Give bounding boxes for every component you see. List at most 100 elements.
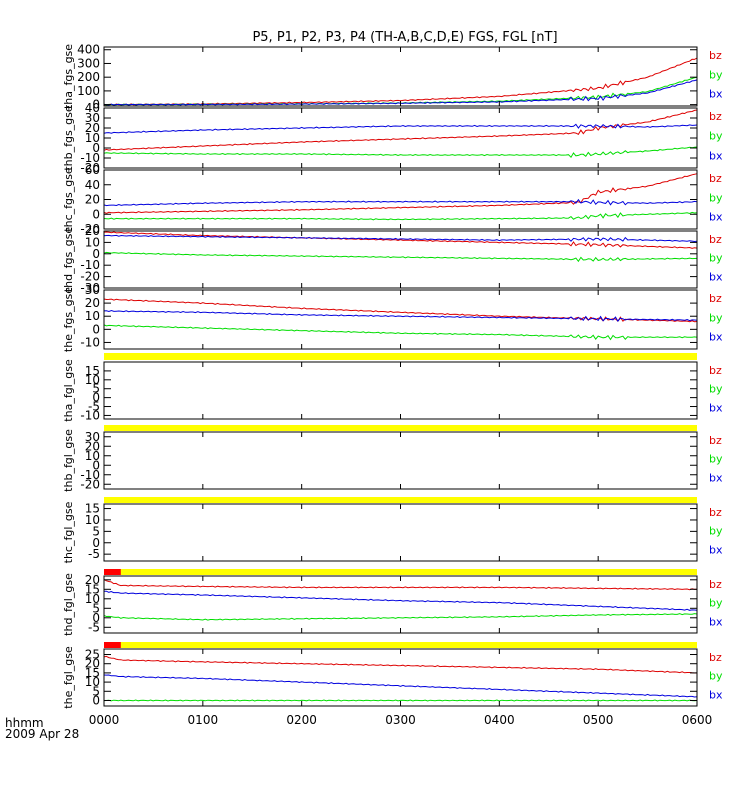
y-axis-label: the_fgl_gse xyxy=(62,646,75,709)
panel-frame xyxy=(103,431,698,490)
series-line-bz xyxy=(103,109,698,151)
y-tick-label: 15 xyxy=(85,502,100,516)
y-tick-label: 300 xyxy=(77,56,100,70)
y-tick-label: 0 xyxy=(92,458,100,472)
legend-bx: bx xyxy=(709,88,723,101)
y-tick-label: 20 xyxy=(85,121,100,135)
series-line-by xyxy=(103,251,698,263)
y-axis-label: thc_fgl_gse xyxy=(62,501,75,563)
series-line-by xyxy=(103,699,698,702)
y-tick-label: -10 xyxy=(80,151,100,165)
y-tick-label: 20 xyxy=(85,296,100,310)
data-quality-flag-bar xyxy=(104,425,697,431)
y-tick-label: 20 xyxy=(85,657,100,671)
legend-bz: bz xyxy=(709,578,722,591)
y-axis-label: thb_fgl_gse xyxy=(62,429,75,492)
y-axis-label: thc_fgs_gse xyxy=(62,167,75,232)
legend-by: by xyxy=(709,597,723,610)
legend-bx: bx xyxy=(709,471,723,484)
series-line-bx xyxy=(103,234,698,243)
data-quality-flag-bar xyxy=(104,497,697,503)
legend-by: by xyxy=(709,453,723,466)
y-tick-label: 40 xyxy=(85,178,100,192)
y-tick-label: 30 xyxy=(85,283,100,297)
series-line-bx xyxy=(103,198,698,207)
chart-title: P5, P1, P2, P3, P4 (TH-A,B,C,D,E) FGS, F… xyxy=(252,30,557,45)
y-tick-label: 30 xyxy=(85,111,100,125)
y-tick-label: 10 xyxy=(85,235,100,249)
legend-by: by xyxy=(709,383,723,396)
y-tick-label: 0 xyxy=(92,141,100,155)
panel-frame xyxy=(103,648,698,707)
legend-bx: bx xyxy=(709,615,723,628)
y-tick-label: 15 xyxy=(85,582,100,596)
legend-bx: bx xyxy=(709,211,723,224)
y-tick-label: 10 xyxy=(85,675,100,689)
legend-by: by xyxy=(709,130,723,143)
y-tick-label: 0 xyxy=(92,322,100,336)
y-tick-label: 0 xyxy=(92,391,100,405)
legend-bz: bz xyxy=(709,49,722,62)
series-line-bz xyxy=(103,173,698,214)
y-tick-label: -10 xyxy=(80,335,100,349)
legend-bz: bz xyxy=(709,110,722,123)
panel-frame xyxy=(103,107,698,169)
x-tick-label: 0400 xyxy=(484,713,515,727)
y-tick-label: 0 xyxy=(92,536,100,550)
series-line-by xyxy=(103,613,698,621)
x-tick-label: 0000 xyxy=(89,713,120,727)
x-tick-label: 0600 xyxy=(682,713,713,727)
legend-bz: bz xyxy=(709,434,722,447)
y-tick-label: 20 xyxy=(85,193,100,207)
legend-bz: bz xyxy=(709,233,722,246)
y-axis-label: the_fgs_gse xyxy=(62,287,75,352)
legend-bz: bz xyxy=(709,506,722,519)
x-axis-label-date: 2009 Apr 28 xyxy=(5,727,79,741)
y-tick-label: 40 xyxy=(85,101,100,115)
x-tick-label: 0200 xyxy=(286,713,317,727)
legend-by: by xyxy=(709,311,723,324)
y-tick-label: 10 xyxy=(85,592,100,606)
series-line-by xyxy=(103,211,698,221)
y-tick-label: 30 xyxy=(85,430,100,444)
legend-bx: bx xyxy=(709,543,723,556)
panel-frame xyxy=(103,503,698,562)
y-tick-label: 20 xyxy=(85,439,100,453)
y-tick-label: 60 xyxy=(85,163,100,177)
y-tick-label: 15 xyxy=(85,666,100,680)
legend-bx: bx xyxy=(709,270,723,283)
data-quality-flag-red-segment xyxy=(104,642,121,648)
series-line-bx xyxy=(103,674,698,698)
y-tick-label: -5 xyxy=(88,547,100,561)
y-tick-label: 5 xyxy=(92,524,100,538)
panel-frame xyxy=(103,169,698,230)
y-tick-label: -5 xyxy=(88,620,100,634)
legend-by: by xyxy=(709,252,723,265)
legend-bz: bz xyxy=(709,651,722,664)
legend-bz: bz xyxy=(709,364,722,377)
series-line-bz xyxy=(103,298,698,323)
y-tick-label: 10 xyxy=(85,513,100,527)
series-line-bx xyxy=(103,309,698,322)
x-tick-label: 0300 xyxy=(385,713,416,727)
y-tick-label: 0 xyxy=(92,611,100,625)
y-tick-label: -20 xyxy=(80,222,100,236)
y-axis-label: tha_fgl_gse xyxy=(62,359,75,422)
y-tick-label: 0 xyxy=(92,247,100,261)
y-tick-label: 0 xyxy=(92,693,100,707)
y-tick-label: -10 xyxy=(80,468,100,482)
data-quality-flag-bar xyxy=(104,642,697,648)
y-axis-label: thb_fgs_gse xyxy=(62,105,75,171)
y-tick-label: -5 xyxy=(88,400,100,414)
y-tick-label: 15 xyxy=(85,364,100,378)
legend-by: by xyxy=(709,525,723,538)
